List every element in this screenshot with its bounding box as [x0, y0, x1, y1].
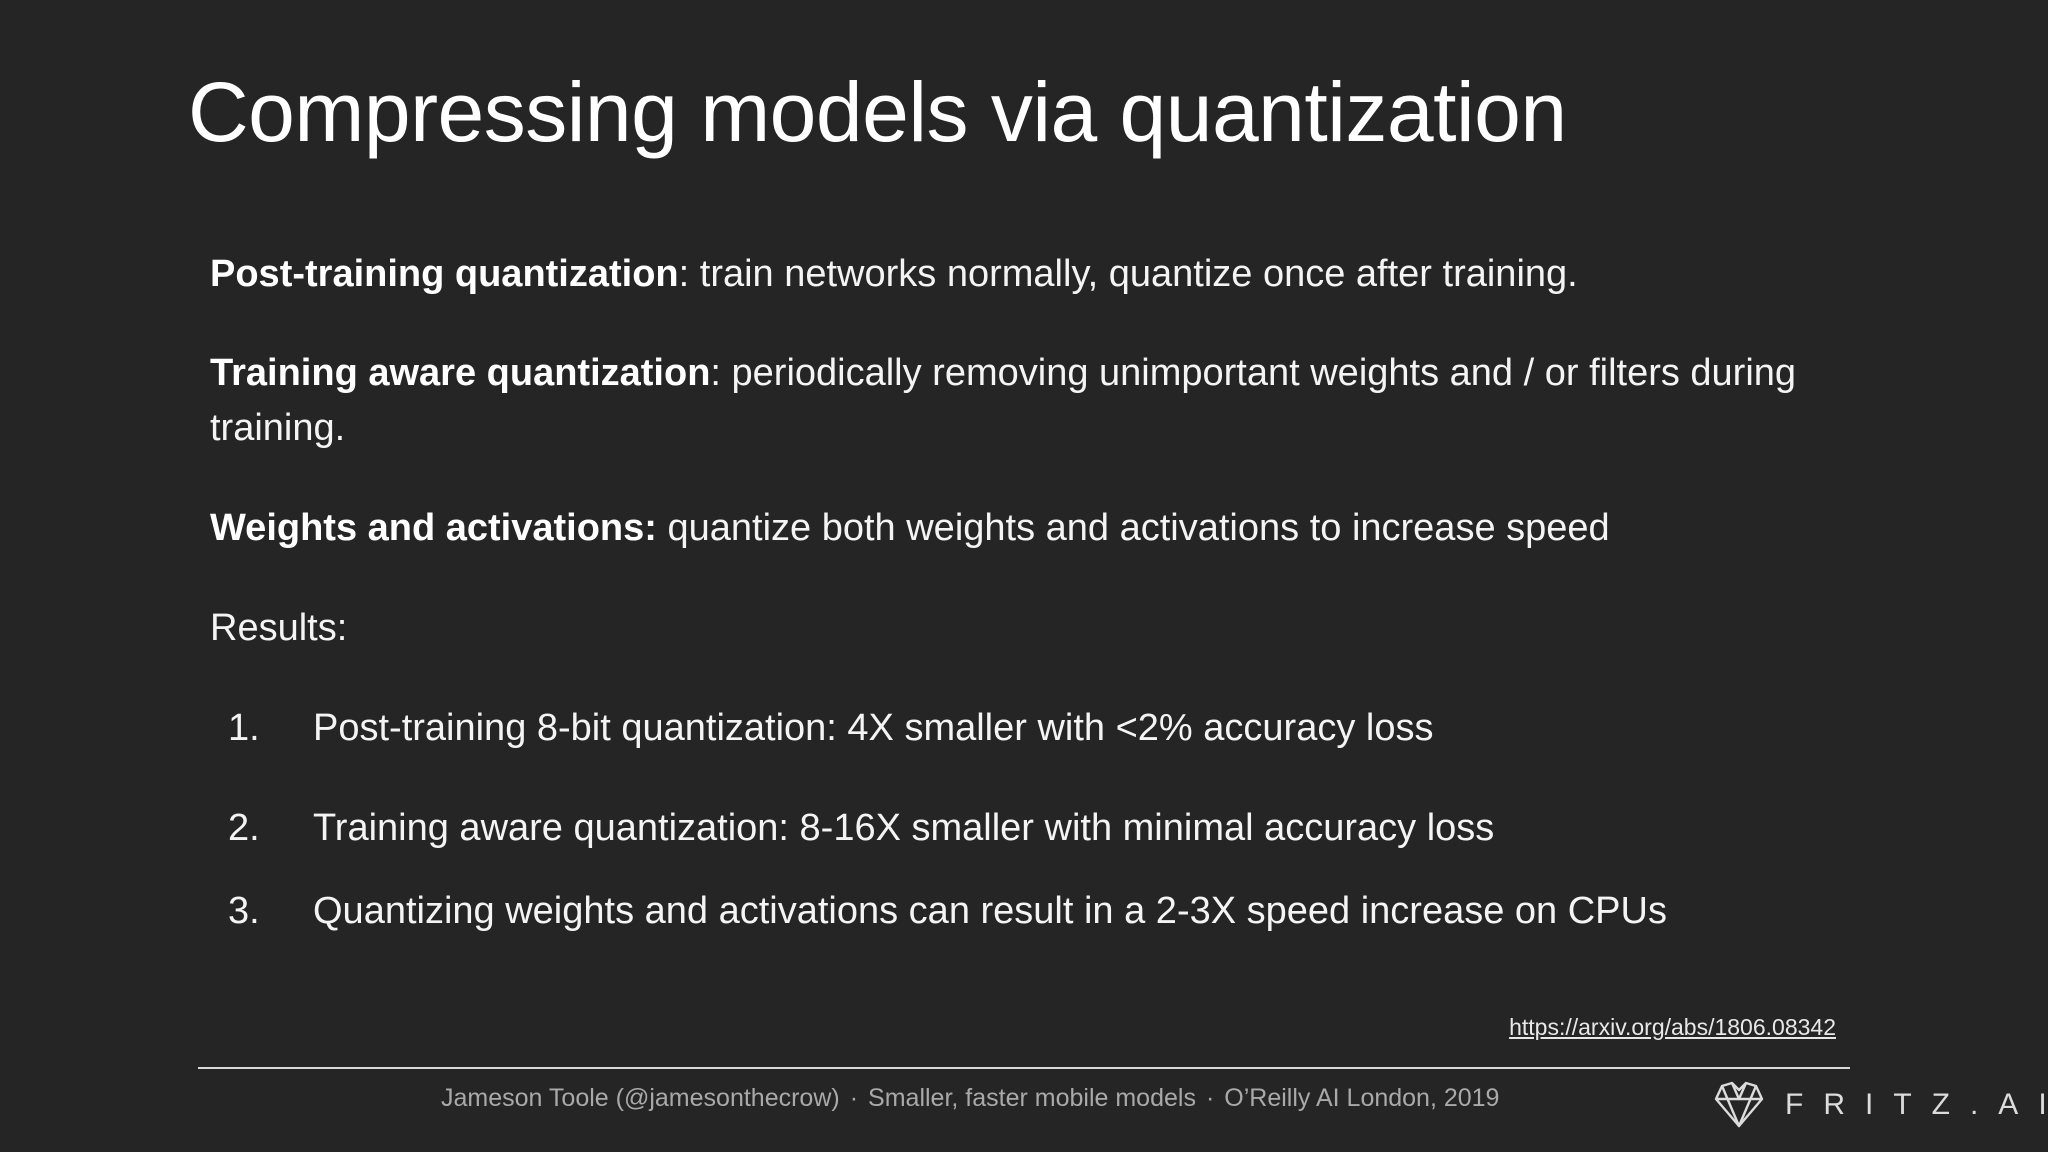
- list-number: 2.: [228, 807, 260, 849]
- paragraph-term: Post-training quantization: [210, 253, 679, 295]
- footer-talk: Smaller, faster mobile models: [868, 1084, 1196, 1112]
- paragraph-text: quantize both weights and activations to…: [656, 507, 1610, 549]
- result-item: 1. Post-training 8-bit quantization: 4X s…: [228, 701, 1433, 756]
- brand-logo: FRITZ.AI: [1713, 1080, 2048, 1130]
- paragraph-text: : periodically removing unimportant weig…: [210, 352, 1797, 449]
- result-item: 3. Quantizing weights and activations can…: [228, 884, 1667, 939]
- footer-separator: ·: [849, 1084, 859, 1112]
- brand-text: FRITZ.AI: [1785, 1088, 2048, 1121]
- list-text: Training aware quantization: 8-16X small…: [313, 807, 1495, 849]
- list-text: Post-training 8-bit quantization: 4X sma…: [313, 707, 1434, 749]
- slide-title: Compressing models via quantization: [188, 65, 1567, 159]
- paragraph-weights-activations: Weights and activations: quantize both w…: [210, 501, 1870, 556]
- footer-author: Jameson Toole (@jamesonthecrow): [441, 1084, 840, 1112]
- paragraph-text: : train networks normally, quantize once…: [678, 253, 1578, 295]
- footer-divider: [198, 1067, 1850, 1069]
- fritz-heart-logo-icon: [1714, 1081, 1764, 1128]
- paragraph-post-training: Post-training quantization: train networ…: [210, 247, 1870, 302]
- results-label: Results:: [210, 607, 348, 649]
- paragraph-term: Weights and activations:: [210, 507, 657, 549]
- result-item: 2. Training aware quantization: 8-16X sma…: [228, 801, 1494, 856]
- paragraph-term: Training aware quantization: [210, 352, 711, 394]
- arxiv-link[interactable]: https://arxiv.org/abs/1806.08342: [1509, 1014, 1836, 1040]
- list-number: 1.: [228, 707, 260, 749]
- list-number: 3.: [228, 890, 260, 932]
- footer-event: O’Reilly AI London, 2019: [1224, 1084, 1500, 1112]
- footer-separator: ·: [1205, 1084, 1215, 1112]
- footer-credits: Jameson Toole (@jamesonthecrow) · Smaller,…: [441, 1084, 1499, 1113]
- paragraph-training-aware: Training aware quantization: periodicall…: [210, 346, 1870, 456]
- list-text: Quantizing weights and activations can r…: [313, 890, 1667, 932]
